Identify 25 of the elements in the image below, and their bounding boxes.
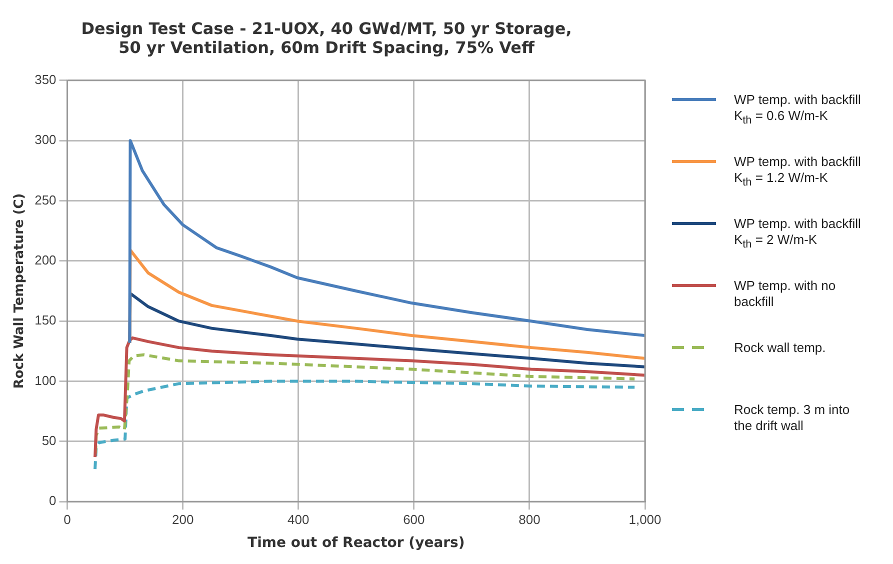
line-series [94, 353, 636, 455]
y-tick-label: 250 [34, 192, 56, 208]
legend-label: WP temp. with no backfill [734, 278, 837, 310]
legend-label: WP temp. with backfill K$_{th}$ = 0.6 W/m-K [734, 92, 862, 129]
legend-label: Rock wall temp. [734, 340, 827, 356]
x-tick-label: 800 [518, 512, 540, 527]
legend-label: Rock temp. 3 m into the drift wall [734, 402, 851, 434]
legend-label: WP temp. with backfill K$_{th}$ = 2 W/m-K [734, 216, 862, 253]
y-tick-label: 150 [34, 312, 56, 328]
y-tick-label: 100 [34, 372, 56, 388]
y-tick-label: 300 [34, 132, 56, 148]
x-tick-label: 600 [403, 512, 425, 527]
x-tick-label: 0 [64, 512, 71, 527]
y-tick-label: 350 [34, 72, 56, 87]
y-tick-label: 200 [34, 252, 56, 268]
x-axis-title: Time out of Reactor (years) [248, 535, 465, 552]
y-tick-label: 50 [42, 433, 56, 448]
chart-title: Design Test Case - 21-UOX, 40 GWd/MT, 50 yr Storage, 50 yr Ventilation, 60m Drift Spacing, 75% Veff [81, 18, 572, 57]
line-series [94, 380, 636, 471]
x-tick-label: 1,000 [628, 512, 662, 527]
x-tick-label: 200 [172, 512, 194, 527]
y-tick-label: 0 [49, 493, 56, 508]
x-tick-label: 400 [288, 512, 310, 527]
y-axis-title: Rock Wall Temperature (C) [12, 193, 28, 389]
legend-label: WP temp. with backfill K$_{th}$ = 1.2 W/m-K [734, 154, 862, 191]
